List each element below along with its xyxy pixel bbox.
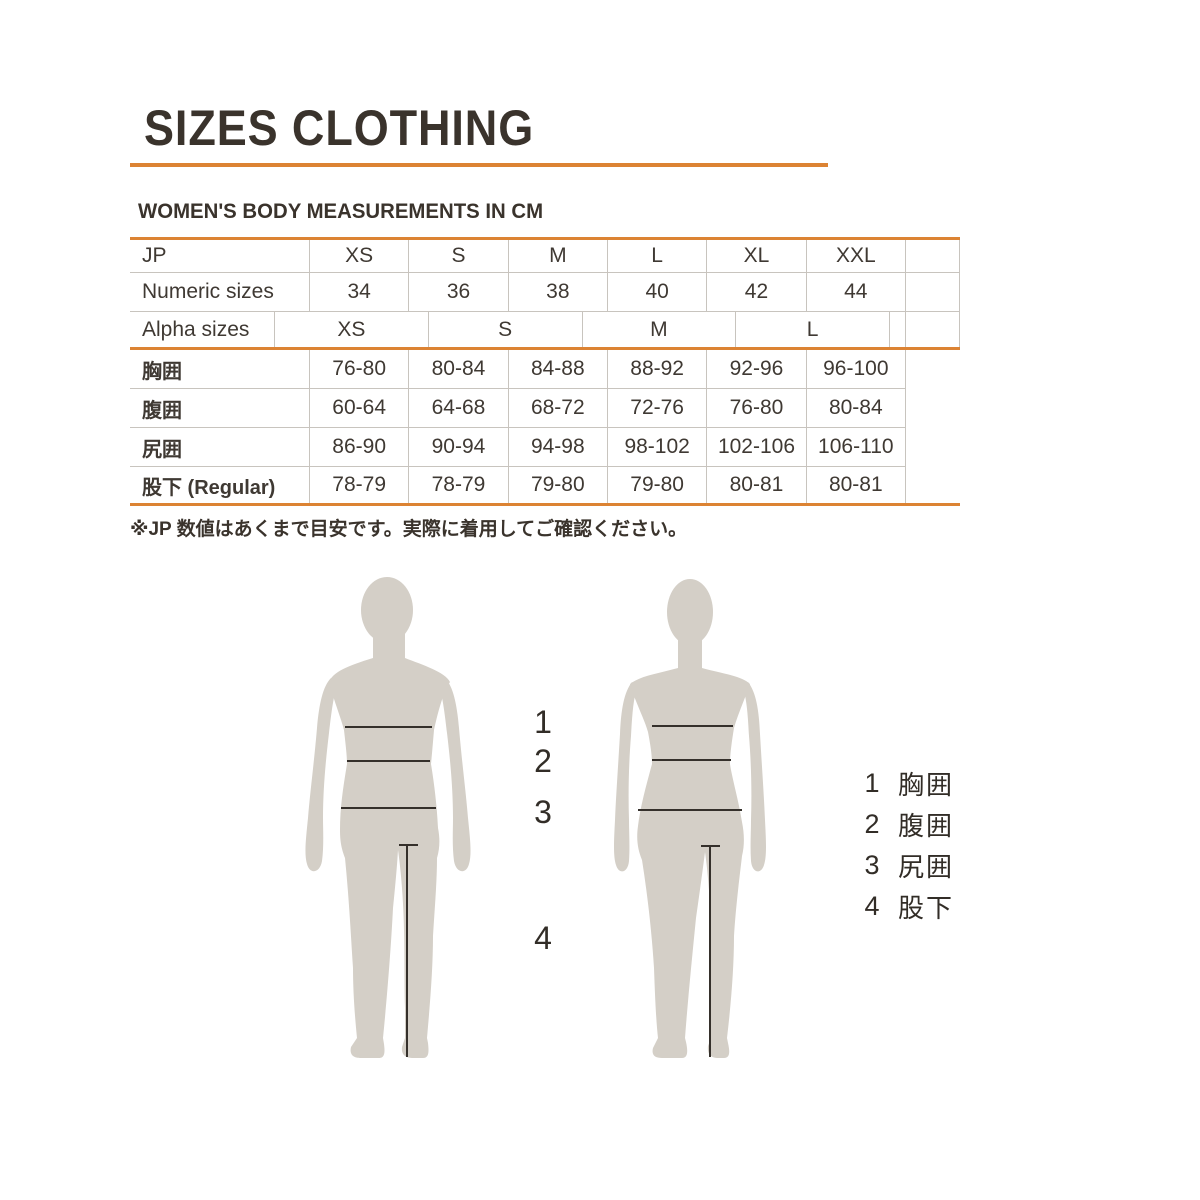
size-cell: 42 [707, 273, 807, 311]
table-row-jp: JP XS S M L XL XXL [130, 240, 960, 273]
row-header: Alpha sizes [130, 312, 275, 347]
legend-item-hip: 3 尻囲 [862, 849, 954, 882]
size-cell: 44 [807, 273, 906, 311]
male-right-arm [439, 678, 471, 872]
measure-cell: 80-84 [807, 389, 906, 427]
male-measure-lines [341, 726, 436, 1057]
measure-cell: 80-81 [807, 467, 906, 503]
measure-cell: 78-79 [409, 467, 509, 503]
measure-cell: 102-106 [707, 428, 807, 466]
male-head [361, 577, 413, 643]
measure-cell: 84-88 [509, 350, 608, 388]
empty-cell [906, 273, 960, 311]
measure-cell: 76-80 [707, 389, 807, 427]
size-cell: XS [275, 312, 429, 347]
male-silhouette [305, 577, 471, 1058]
table-row-numeric: Numeric sizes 34 36 38 40 42 44 [130, 273, 960, 312]
female-silhouette [614, 579, 766, 1058]
row-header: 腹囲 [130, 389, 310, 427]
female-body [630, 636, 750, 1058]
size-cell: 38 [509, 273, 608, 311]
size-cell: 36 [409, 273, 509, 311]
page-title: SIZES CLOTHING [144, 100, 535, 156]
size-cell: M [583, 312, 737, 347]
measure-cell: 80-81 [707, 467, 807, 503]
measure-cell: 86-90 [310, 428, 410, 466]
legend-item-inseam: 4 股下 [862, 890, 954, 923]
measure-cell: 68-72 [509, 389, 608, 427]
empty-cell [890, 312, 906, 347]
legend-number: 4 [864, 890, 880, 921]
size-cell: XL [707, 240, 807, 272]
male-body [329, 632, 450, 1058]
size-cell: L [736, 312, 890, 347]
legend-item-chest: 1 胸囲 [862, 767, 954, 800]
table-caption: WOMEN'S BODY MEASUREMENTS IN CM [138, 200, 544, 223]
legend-label: 胸囲 [898, 769, 955, 800]
size-table: JP XS S M L XL XXL Numeric sizes 34 36 3… [130, 237, 960, 506]
table-row-waist: 腹囲 60-64 64-68 68-72 72-76 76-80 80-84 [130, 389, 906, 428]
measure-cell: 92-96 [707, 350, 807, 388]
marker-inseam: 4 [534, 920, 552, 956]
empty-cell [906, 312, 960, 347]
measure-cell: 72-76 [608, 389, 708, 427]
row-header: Numeric sizes [130, 273, 310, 311]
size-cell: S [429, 312, 583, 347]
female-left-arm [614, 682, 637, 872]
marker-hip: 3 [534, 794, 552, 830]
female-right-arm [743, 682, 766, 872]
table-row-hip: 尻囲 86-90 90-94 94-98 98-102 102-106 106-… [130, 428, 906, 467]
empty-cell [906, 240, 960, 272]
size-cell: 34 [310, 273, 410, 311]
table-row-inseam: 股下 (Regular) 78-79 78-79 79-80 79-80 80-… [130, 467, 906, 503]
measure-cell: 60-64 [310, 389, 410, 427]
measure-cell: 94-98 [509, 428, 608, 466]
measure-cell: 79-80 [509, 467, 608, 503]
row-header: 股下 (Regular) [130, 467, 310, 503]
disclaimer-note: ※JP 数値はあくまで目安です。実際に着用してご確認ください。 [130, 519, 688, 540]
table-row-chest: 胸囲 76-80 80-84 84-88 88-92 92-96 96-100 [130, 350, 906, 389]
measure-cell: 90-94 [409, 428, 509, 466]
row-header: JP [130, 240, 310, 272]
size-cell: XXL [807, 240, 906, 272]
legend-label: 腹囲 [898, 810, 955, 841]
female-measure-lines [638, 725, 742, 1057]
measure-cell: 79-80 [608, 467, 708, 503]
measure-cell: 76-80 [310, 350, 410, 388]
title-underline [130, 163, 828, 167]
measure-cell: 96-100 [807, 350, 906, 388]
marker-waist: 2 [534, 743, 552, 779]
legend-number: 1 [864, 767, 880, 798]
measurement-legend: 1 胸囲 2 腹囲 3 尻囲 4 股下 [862, 767, 954, 933]
table-row-alpha: Alpha sizes XS S M L [130, 312, 960, 350]
measure-cell: 106-110 [807, 428, 906, 466]
size-cell: L [608, 240, 708, 272]
legend-number: 2 [864, 808, 880, 839]
measure-cell: 80-84 [409, 350, 509, 388]
measure-cell: 78-79 [310, 467, 410, 503]
legend-label: 股下 [898, 892, 955, 923]
legend-number: 3 [864, 849, 880, 880]
female-head [667, 579, 713, 645]
marker-chest: 1 [534, 704, 552, 740]
size-cell: M [509, 240, 608, 272]
size-cell: 40 [608, 273, 708, 311]
measure-cell: 98-102 [608, 428, 708, 466]
row-header: 胸囲 [130, 350, 310, 388]
legend-label: 尻囲 [898, 851, 955, 882]
male-left-arm [305, 678, 337, 872]
measure-cell: 64-68 [409, 389, 509, 427]
measure-cell: 88-92 [608, 350, 708, 388]
legend-item-waist: 2 腹囲 [862, 808, 954, 841]
size-cell: XS [310, 240, 410, 272]
row-header: 尻囲 [130, 428, 310, 466]
size-cell: S [409, 240, 509, 272]
